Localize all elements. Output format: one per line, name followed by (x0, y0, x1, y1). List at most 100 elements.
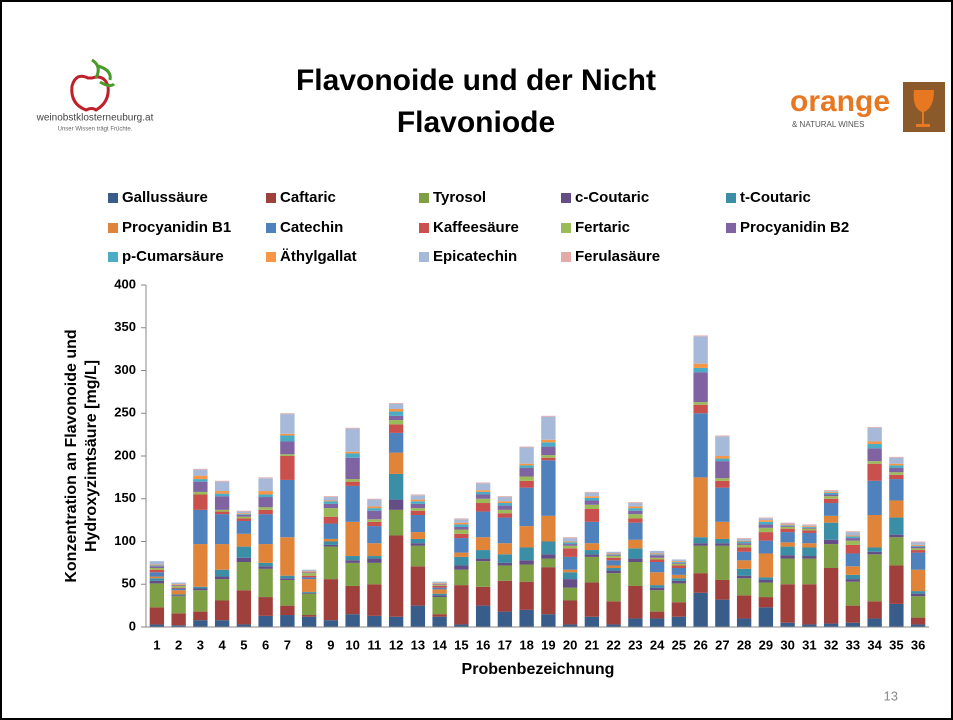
bar-segment (584, 582, 600, 617)
bar-segment (889, 456, 904, 458)
bar-segment (475, 561, 491, 587)
bar-segment (845, 566, 861, 575)
bar-segment (475, 550, 491, 559)
bar-segment (758, 532, 774, 541)
apple-icon (70, 74, 110, 112)
bar-segment (193, 479, 208, 482)
bar-segment (301, 591, 317, 593)
bar-segment (410, 545, 426, 567)
bar-segment (388, 535, 404, 617)
bar-segment (715, 480, 730, 488)
bar-segment (693, 335, 708, 337)
legend-label: Procyanidin B2 (740, 219, 849, 236)
bar-segment (193, 586, 208, 589)
bar-segment (519, 467, 534, 477)
bar-segment (236, 546, 252, 558)
x-tick-label: 4 (219, 637, 227, 652)
bar-segment (736, 538, 752, 541)
bar-segment (584, 521, 600, 544)
bar-segment (519, 526, 534, 548)
bar-segment (736, 595, 752, 619)
bar-segment (214, 491, 230, 494)
bar-segment (388, 402, 404, 404)
bar-segment (715, 487, 730, 522)
bar-segment (280, 414, 295, 434)
x-tick-label: 10 (345, 637, 359, 652)
bar-segment (475, 503, 491, 512)
bar-segment (388, 408, 404, 412)
bar-segment (519, 581, 534, 610)
chart-title: Flavoniode (397, 106, 555, 139)
bar-segment (323, 496, 339, 498)
bar-segment (671, 602, 687, 617)
logo-text: weinobstklosterneuburg.at (36, 113, 154, 124)
bar-segment (214, 514, 230, 545)
y-tick-label: 400 (114, 276, 136, 291)
legend-label: c-Coutaric (575, 189, 649, 206)
bar-segment (649, 557, 665, 560)
bar-segment (432, 585, 447, 586)
bar-segment (454, 533, 469, 539)
bar-segment (323, 523, 339, 539)
bar-segment (258, 597, 273, 616)
bar-segment (258, 494, 273, 498)
bar-segment (758, 577, 774, 580)
bar-segment (280, 575, 295, 579)
legend-swatch (561, 252, 571, 262)
x-tick-label: 28 (737, 637, 751, 652)
bar-segment (671, 568, 687, 575)
bar-segment (628, 503, 643, 507)
bar-segment (606, 553, 621, 555)
bar-segment (410, 501, 426, 504)
bar-segment (149, 565, 165, 567)
bar-segment (889, 465, 904, 468)
bar-segment (214, 480, 230, 482)
bar-segment (497, 565, 513, 581)
bar-segment (367, 506, 382, 509)
x-tick-label: 26 (693, 637, 707, 652)
bar-segment (497, 543, 513, 555)
bar-segment (584, 491, 600, 493)
bar-segment (236, 533, 252, 547)
bar-segment (214, 569, 230, 577)
bar-segment (715, 436, 730, 456)
bar-segment (258, 615, 273, 627)
legend-swatch (419, 193, 429, 203)
bar-segment (410, 508, 426, 511)
x-tick-label: 18 (519, 637, 533, 652)
bar-segment (671, 563, 687, 566)
legend-swatch (108, 193, 118, 203)
bar-segment (367, 558, 382, 563)
bar-segment (845, 622, 861, 627)
y-tick-label: 250 (114, 405, 136, 420)
bar-segment (497, 513, 513, 518)
bar-segment (628, 502, 643, 504)
x-tick-label: 20 (563, 637, 577, 652)
bar-segment (280, 433, 295, 436)
bar-segment (410, 538, 426, 544)
bar-segment (149, 569, 165, 573)
bar-segment (236, 520, 252, 534)
bar-segment (301, 615, 317, 617)
bar-segment (715, 543, 730, 546)
bar-segment (693, 477, 708, 538)
bar-segment (736, 543, 752, 545)
bar-segment (693, 367, 708, 373)
legend-label: Catechin (280, 219, 343, 236)
bar-segment (845, 538, 861, 541)
bar-segment (606, 568, 621, 571)
bar-segment (214, 600, 230, 621)
bar-segment (736, 551, 752, 561)
bar-segment (845, 532, 861, 536)
bar-segment (323, 538, 339, 542)
bar-segment (236, 562, 252, 591)
bar-segment (584, 496, 600, 498)
y-axis-title: Konzentration an Flavonoide und (63, 329, 80, 582)
bar-segment (910, 545, 926, 547)
bar-segment (367, 508, 382, 511)
bar-segment (889, 463, 904, 466)
bar-segment (258, 497, 273, 508)
bar-segment (758, 520, 774, 522)
bar-segment (454, 522, 469, 525)
bar-segment (410, 503, 426, 509)
